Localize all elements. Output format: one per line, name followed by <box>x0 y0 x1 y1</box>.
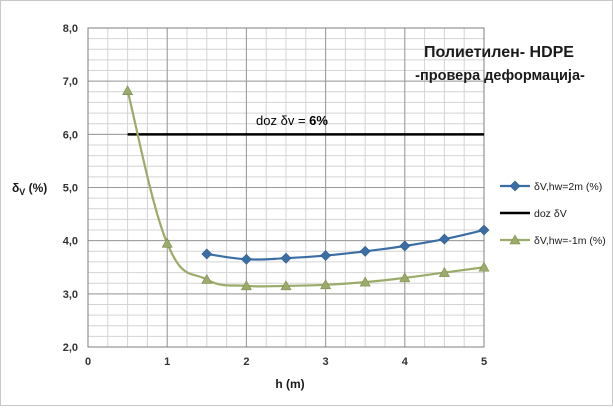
chart-title: Полиетилен- HDPE <box>424 44 574 61</box>
legend-item: δV,hw=-1m (%) <box>500 234 606 247</box>
data-point <box>399 272 411 283</box>
y-tick-label: 6,0 <box>63 129 78 141</box>
y-tick-label: 7,0 <box>63 76 78 88</box>
data-point <box>280 252 292 264</box>
plot-area-frame <box>87 27 485 348</box>
x-tick-label: 4 <box>402 356 409 368</box>
legend-marker <box>509 180 521 192</box>
x-tick-label: 5 <box>481 356 487 368</box>
data-point <box>240 280 252 291</box>
data-point <box>438 233 450 245</box>
data-point <box>478 224 490 236</box>
annotation-doz-prefix: doz δv = <box>256 113 309 128</box>
data-point <box>240 253 252 265</box>
data-point <box>359 276 371 287</box>
legend: δV,hw=2m (%) doz δV δV,hw=-1m (%) <box>500 180 606 247</box>
y-axis-label: δV (%) <box>12 181 47 197</box>
series-layer <box>122 85 490 291</box>
data-point <box>399 240 411 252</box>
y-axis-label-main: δ <box>12 181 19 195</box>
series-0 <box>201 224 490 265</box>
data-point <box>320 279 332 290</box>
legend-item: doz δV <box>500 208 567 220</box>
data-point <box>122 85 134 96</box>
legend-marker <box>509 234 521 245</box>
x-axis-label: h (m) <box>275 377 304 391</box>
legend-label: δV,hw=2m (%) <box>534 181 602 193</box>
y-axis-label-sub: V <box>19 187 25 197</box>
annotation-doz: doz δv = 6% <box>256 113 328 128</box>
x-tick-label: 1 <box>164 356 170 368</box>
data-point <box>280 280 292 291</box>
x-tick-label: 2 <box>243 356 249 368</box>
y-axis-label-unit: (%) <box>25 181 47 195</box>
data-point <box>320 250 332 261</box>
y-tick-label: 5,0 <box>63 183 78 195</box>
legend-label: δV,hw=-1m (%) <box>534 235 606 247</box>
data-point <box>478 261 490 272</box>
y-tick-label: 8,0 <box>63 23 78 35</box>
legend-item: δV,hw=2m (%) <box>500 180 602 193</box>
axis-ticks: 2,0 3,0 4,0 5,0 6,0 7,0 8,0 0 1 2 3 4 5 <box>63 23 487 368</box>
y-tick-label: 4,0 <box>63 236 78 248</box>
x-tick-label: 3 <box>323 356 329 368</box>
data-point <box>201 273 213 284</box>
annotation-doz-value: 6% <box>309 113 328 128</box>
y-tick-label: 2,0 <box>63 342 78 354</box>
data-point <box>201 248 213 260</box>
data-point <box>161 237 173 248</box>
data-point <box>438 266 450 277</box>
y-tick-label: 3,0 <box>63 289 78 301</box>
series-2 <box>122 85 490 291</box>
chart-subtitle: -провера деформација- <box>415 68 585 84</box>
data-point <box>359 245 371 257</box>
x-tick-label: 0 <box>85 356 91 368</box>
legend-label: doz δV <box>534 208 567 220</box>
